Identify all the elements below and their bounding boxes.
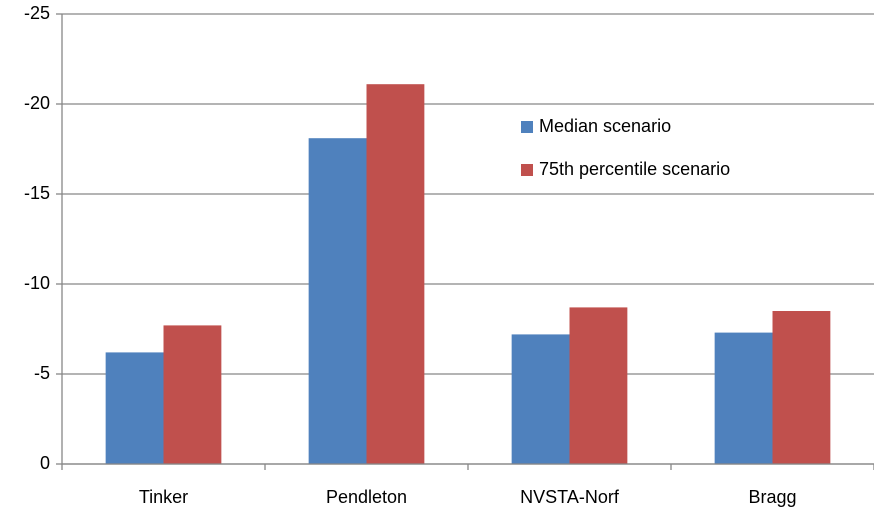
x-tick-label: NVSTA-Norf [520, 487, 620, 507]
y-tick-label: -25 [24, 3, 50, 23]
legend-swatch [521, 164, 533, 176]
bar [511, 334, 570, 464]
bar [569, 307, 628, 464]
bar [105, 352, 164, 464]
y-tick-label: -10 [24, 273, 50, 293]
legend-label: Median scenario [539, 116, 671, 136]
x-tick-label: Tinker [139, 487, 188, 507]
bar [366, 84, 425, 464]
legend-swatch [521, 121, 533, 133]
y-tick-label: -15 [24, 183, 50, 203]
bar [772, 311, 831, 464]
y-tick-label: -5 [34, 363, 50, 383]
bar [308, 138, 367, 464]
legend-label: 75th percentile scenario [539, 159, 730, 179]
x-tick-label: Bragg [748, 487, 796, 507]
y-tick-label: 0 [40, 453, 50, 473]
y-tick-label: -20 [24, 93, 50, 113]
bar [714, 332, 773, 464]
x-tick-label: Pendleton [326, 487, 407, 507]
bar [163, 325, 222, 464]
